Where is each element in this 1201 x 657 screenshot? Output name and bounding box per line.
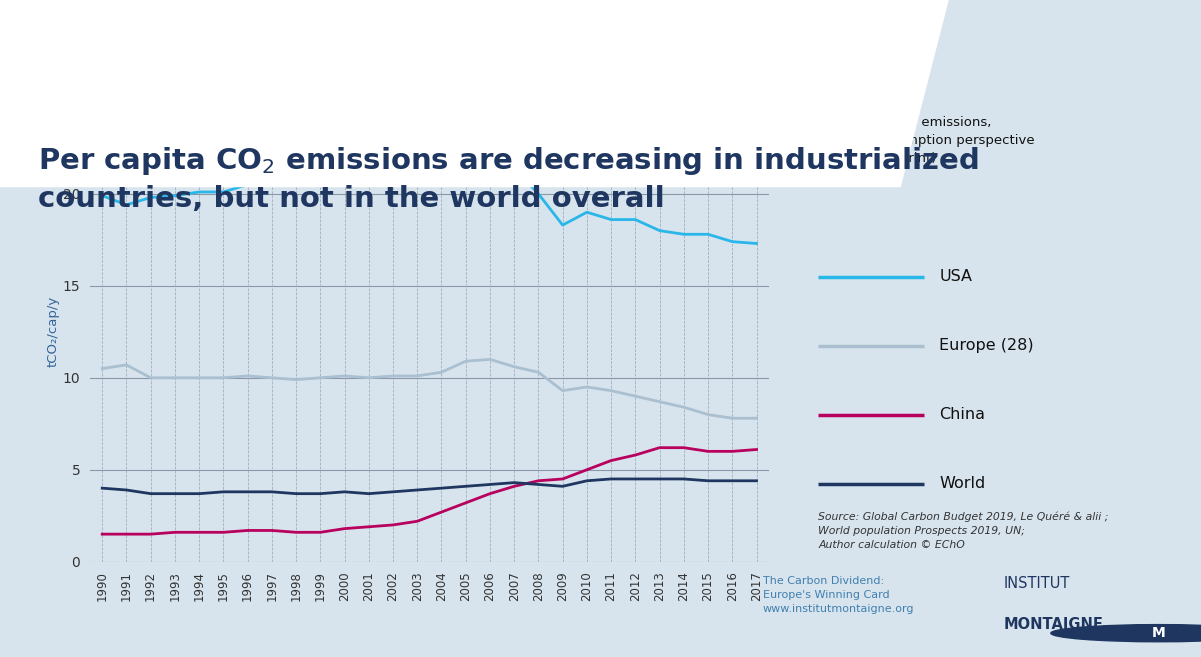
Circle shape xyxy=(1051,625,1201,642)
Text: Per capita CO2 emissions,
from a consumption perspective
(carbon footprint): Per capita CO2 emissions, from a consump… xyxy=(818,116,1035,165)
Text: Europe (28): Europe (28) xyxy=(939,338,1034,353)
Text: Per capita CO$_2$ emissions are decreasing in industrialized
countries, but not : Per capita CO$_2$ emissions are decreasi… xyxy=(38,145,979,214)
Text: The Carbon Dividend:
Europe's Winning Card
www.institutmontaigne.org: The Carbon Dividend: Europe's Winning Ca… xyxy=(763,576,914,614)
Text: INSTITUT: INSTITUT xyxy=(1004,576,1070,591)
Y-axis label: tCO₂/cap/y: tCO₂/cap/y xyxy=(47,296,60,367)
Text: World: World xyxy=(939,476,986,491)
Text: China: China xyxy=(939,407,985,422)
Polygon shape xyxy=(0,0,949,187)
Text: M: M xyxy=(1152,626,1166,640)
Text: USA: USA xyxy=(939,269,972,284)
Text: MONTAIGNE: MONTAIGNE xyxy=(1004,617,1104,632)
Text: Source: Global Carbon Budget 2019, Le Quéré & alii ;
World population Prospects : Source: Global Carbon Budget 2019, Le Qu… xyxy=(818,511,1109,550)
